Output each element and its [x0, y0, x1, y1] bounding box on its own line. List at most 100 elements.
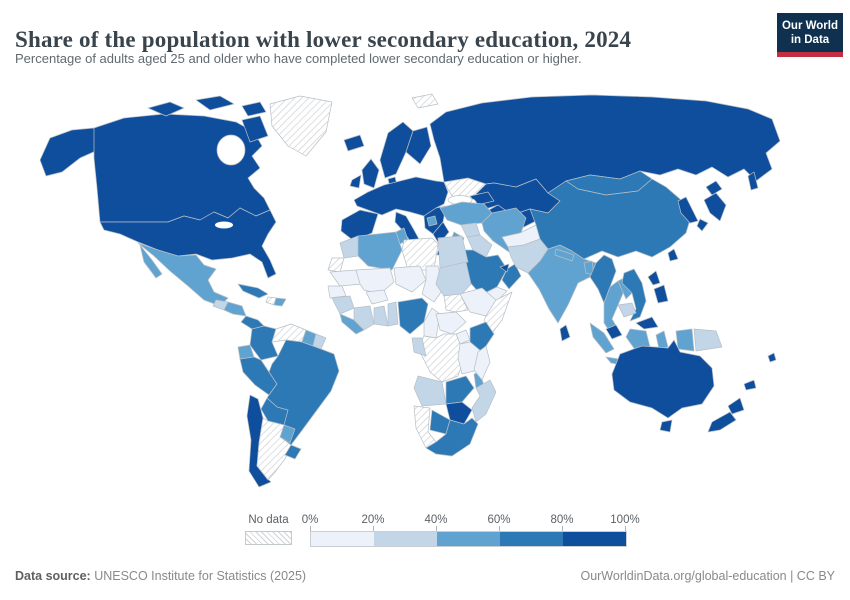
region-kenya[interactable] — [469, 321, 495, 353]
legend-tick-label: 60% — [487, 514, 511, 526]
region-cote-divoire[interactable] — [353, 305, 375, 331]
legend-no-data-swatch[interactable] — [245, 531, 292, 545]
page-title: Share of the population with lower secon… — [15, 27, 632, 53]
region-cambodia[interactable] — [617, 302, 637, 318]
region-cuba[interactable] — [237, 283, 269, 299]
region-vietnam[interactable] — [621, 268, 647, 322]
legend-tick — [499, 526, 500, 531]
region-japan-kyushu[interactable] — [696, 218, 709, 232]
region-japan-hokkaido[interactable] — [705, 180, 723, 196]
region-sakhalin[interactable] — [747, 171, 759, 191]
region-south-africa[interactable] — [425, 417, 479, 457]
region-central-african-republic[interactable] — [435, 311, 467, 335]
region-philippines-luzon[interactable] — [647, 270, 661, 286]
region-greenland[interactable] — [269, 95, 333, 157]
region-baffin-island[interactable] — [241, 115, 269, 143]
region-zambia[interactable] — [445, 375, 475, 405]
legend-color-bar — [310, 531, 627, 547]
region-zimbabwe[interactable] — [445, 401, 473, 425]
region-new-zealand-south[interactable] — [707, 411, 737, 433]
region-alaska[interactable] — [39, 127, 99, 177]
region-mali[interactable] — [355, 267, 395, 295]
legend-bin-80-100%[interactable] — [563, 532, 626, 546]
region-west-papua[interactable] — [675, 328, 695, 352]
region-western-central-europe[interactable] — [353, 176, 449, 217]
region-mexico[interactable] — [137, 242, 229, 307]
region-australia[interactable] — [611, 339, 715, 419]
owid-logo-line2: in Data — [790, 34, 830, 46]
region-spain-portugal[interactable] — [340, 209, 379, 242]
region-canada-arctic-3[interactable] — [241, 101, 267, 117]
region-ireland[interactable] — [349, 174, 362, 189]
region-ghana[interactable] — [373, 305, 389, 327]
legend-bin-60-80%[interactable] — [500, 532, 563, 546]
region-sri-lanka[interactable] — [559, 324, 571, 342]
owid-logo[interactable]: Our World in Data — [777, 13, 843, 57]
attribution-link[interactable]: OurWorldinData.org/global-education | CC… — [580, 569, 835, 583]
region-finland[interactable] — [405, 126, 432, 165]
region-algeria[interactable] — [357, 231, 403, 271]
region-honduras-nicaragua[interactable] — [223, 301, 247, 317]
great-lakes — [215, 221, 233, 229]
region-cameroon[interactable] — [423, 307, 441, 339]
region-mozambique[interactable] — [471, 379, 497, 423]
region-sierra-leone-liberia[interactable] — [339, 313, 365, 335]
region-egypt[interactable] — [437, 235, 469, 269]
legend-tick-label: 80% — [550, 514, 574, 526]
region-syria[interactable] — [460, 222, 481, 238]
region-nigeria[interactable] — [397, 297, 429, 335]
region-argentina[interactable] — [256, 417, 292, 481]
region-baja-california[interactable] — [139, 244, 163, 279]
region-canada-arctic-2[interactable] — [195, 95, 235, 111]
region-burkina-faso[interactable] — [365, 289, 389, 305]
data-source-value: UNESCO Institute for Statistics (2025) — [90, 569, 307, 583]
region-united-kingdom[interactable] — [361, 158, 380, 189]
region-papua-new-guinea[interactable] — [693, 328, 723, 352]
region-south-sudan[interactable] — [443, 293, 469, 313]
region-uruguay[interactable] — [284, 444, 302, 460]
region-china[interactable] — [529, 178, 693, 260]
region-canada-arctic-1[interactable] — [147, 101, 185, 117]
legend-bin-40-60%[interactable] — [437, 532, 500, 546]
data-source: Data source: UNESCO Institute for Statis… — [15, 569, 306, 583]
region-svalbard[interactable] — [411, 93, 439, 109]
region-philippines-mindanao[interactable] — [653, 284, 669, 304]
region-dominican-republic[interactable] — [273, 297, 287, 307]
region-iceland[interactable] — [343, 134, 365, 152]
chart-footer: Data source: UNESCO Institute for Statis… — [15, 569, 835, 583]
region-venezuela[interactable] — [271, 323, 307, 343]
region-angola[interactable] — [413, 375, 447, 407]
hudson-bay — [216, 134, 246, 166]
region-togo-benin[interactable] — [387, 301, 399, 327]
region-iraq[interactable] — [466, 234, 493, 258]
region-drc[interactable] — [417, 333, 465, 383]
region-bosnia[interactable] — [426, 215, 438, 227]
region-colombia[interactable] — [249, 325, 279, 361]
region-senegal[interactable] — [327, 285, 347, 299]
legend-bin-0-20%[interactable] — [311, 532, 374, 546]
region-gabon-congo[interactable] — [411, 337, 427, 357]
region-new-caledonia[interactable] — [743, 379, 757, 391]
region-madagascar[interactable] — [473, 345, 491, 381]
region-sulawesi[interactable] — [655, 330, 669, 350]
region-korea[interactable] — [677, 196, 699, 224]
region-guinea[interactable] — [331, 295, 355, 315]
region-malaysia-peninsula[interactable] — [605, 324, 623, 340]
owid-logo-line1: Our World — [781, 20, 838, 32]
region-japan-honshu[interactable] — [703, 192, 727, 222]
region-canada[interactable] — [93, 113, 271, 223]
region-western-sahara[interactable] — [327, 257, 345, 273]
region-tasmania[interactable] — [659, 419, 673, 433]
legend-tick — [562, 526, 563, 531]
region-taiwan[interactable] — [667, 248, 679, 262]
region-greece[interactable] — [432, 221, 450, 245]
region-uae[interactable] — [499, 263, 510, 273]
region-fiji[interactable] — [767, 352, 777, 363]
region-new-zealand-north[interactable] — [727, 397, 745, 415]
region-niger[interactable] — [393, 265, 427, 293]
region-sumatra[interactable] — [589, 322, 615, 354]
region-libya[interactable] — [401, 237, 439, 271]
region-malaysia-borneo[interactable] — [635, 316, 659, 330]
region-nepal[interactable] — [554, 248, 575, 262]
legend-bin-20-40%[interactable] — [374, 532, 437, 546]
